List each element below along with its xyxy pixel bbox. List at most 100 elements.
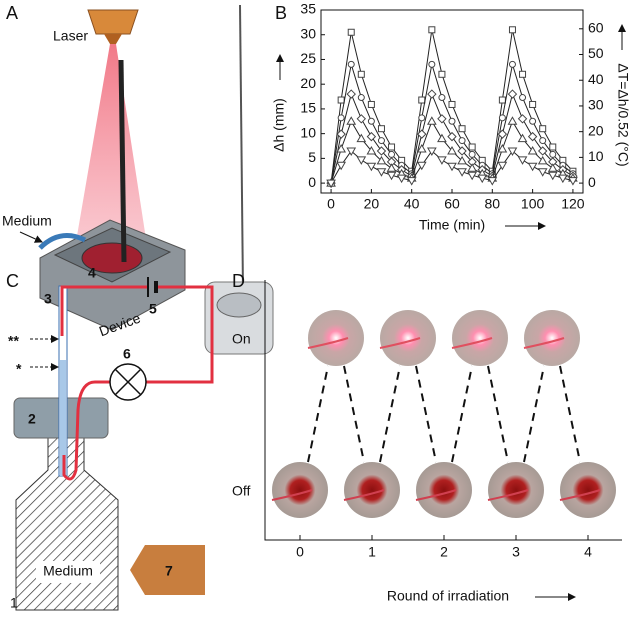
x-tick-label: 120 — [561, 196, 585, 212]
y2-tick-label: 20 — [588, 122, 604, 138]
data-point — [416, 143, 427, 153]
number-label: 1 — [10, 595, 18, 611]
y-tick-label: 0 — [308, 174, 316, 190]
x-tick-label: 1 — [368, 544, 376, 560]
wire-photo — [343, 489, 385, 501]
y-tick-label: 10 — [300, 124, 316, 140]
data-point — [447, 131, 457, 142]
electrode — [130, 545, 205, 595]
dashed-link — [523, 365, 545, 463]
photo-off — [272, 462, 328, 518]
photo-off — [560, 462, 616, 518]
data-point — [427, 89, 437, 99]
y-axis-label: Δh (mm) — [271, 98, 287, 152]
medium-well — [81, 242, 143, 274]
wire-photo — [379, 337, 421, 349]
data-point — [517, 114, 528, 124]
data-point — [458, 125, 466, 133]
data-point — [376, 155, 387, 165]
data-point — [357, 94, 365, 102]
data-point — [527, 131, 538, 142]
data-point — [498, 114, 506, 122]
data-point — [447, 162, 457, 172]
panel-letter: B — [275, 3, 287, 23]
x-axis-label: Time (min) — [419, 217, 485, 233]
axes — [264, 280, 622, 541]
wire-photo — [415, 489, 457, 501]
photo-off — [344, 462, 400, 518]
x-tick-label: 40 — [404, 196, 420, 212]
photo-well — [216, 292, 262, 318]
wire-photo — [487, 489, 529, 501]
dashed-link — [559, 365, 581, 463]
data-point — [367, 117, 375, 125]
data-point — [498, 96, 506, 104]
photo-capillary — [239, 4, 244, 293]
data-point — [529, 100, 537, 108]
dashed-link — [343, 365, 365, 463]
data-point — [537, 155, 548, 165]
number-label: 4 — [88, 265, 96, 281]
data-point — [366, 145, 377, 155]
data-point — [507, 89, 518, 99]
laser-tip — [104, 34, 122, 44]
data-point — [346, 116, 357, 125]
data-point — [568, 177, 578, 186]
tube — [38, 233, 87, 250]
capillary — [118, 59, 127, 263]
x-tick-label: 3 — [512, 544, 520, 560]
y2-axis-label: ΔT=Δh/0.52 (°C) — [615, 63, 631, 166]
data-point — [457, 146, 467, 156]
wire — [60, 285, 214, 481]
data-point — [326, 179, 336, 189]
data-point — [508, 26, 516, 34]
data-point — [437, 156, 447, 165]
y-tick-label: 15 — [300, 100, 316, 116]
data-point — [467, 171, 478, 181]
data-point — [508, 60, 516, 68]
x-tick-label: 0 — [327, 196, 335, 212]
data-point — [376, 168, 387, 177]
data-point — [418, 96, 426, 104]
data-point — [416, 161, 427, 171]
panel-a: A Laser Medium Device — [2, 3, 274, 355]
data-point — [537, 146, 548, 156]
data-point — [448, 117, 456, 125]
data-point — [467, 163, 478, 172]
x-tick-label: 2 — [440, 544, 448, 560]
data-point — [386, 171, 397, 181]
data-point — [367, 100, 375, 108]
data-point — [388, 150, 396, 158]
data-point — [377, 137, 385, 145]
number-label: 3 — [44, 291, 52, 307]
data-point — [529, 117, 537, 125]
x-tick-label: 60 — [444, 196, 460, 212]
data-point — [457, 168, 467, 177]
data-point — [336, 143, 347, 153]
y2-tick-label: 10 — [588, 148, 604, 164]
panel-letter: A — [6, 3, 18, 23]
data-point — [426, 147, 437, 156]
wire-photo — [451, 337, 493, 349]
data-point — [468, 150, 476, 158]
wire-photo — [271, 489, 313, 501]
data-point — [396, 174, 407, 184]
x-axis-label: Round of irradiation — [387, 588, 509, 604]
data-point — [347, 60, 355, 68]
data-point — [547, 163, 558, 172]
wire-photo — [523, 337, 565, 349]
x-tick-label: 100 — [521, 196, 545, 212]
data-point — [388, 143, 396, 151]
data-point — [336, 129, 346, 139]
data-point — [457, 155, 467, 165]
data-point — [337, 96, 345, 104]
arrow — [19, 231, 43, 243]
data-point — [366, 131, 377, 142]
dashed-link — [451, 365, 473, 463]
data-point — [447, 145, 457, 155]
photo-on — [380, 310, 436, 366]
y-tick-label: 35 — [300, 1, 316, 17]
data-point — [337, 114, 345, 122]
photo-off — [416, 462, 472, 518]
dashed-link — [307, 365, 329, 463]
